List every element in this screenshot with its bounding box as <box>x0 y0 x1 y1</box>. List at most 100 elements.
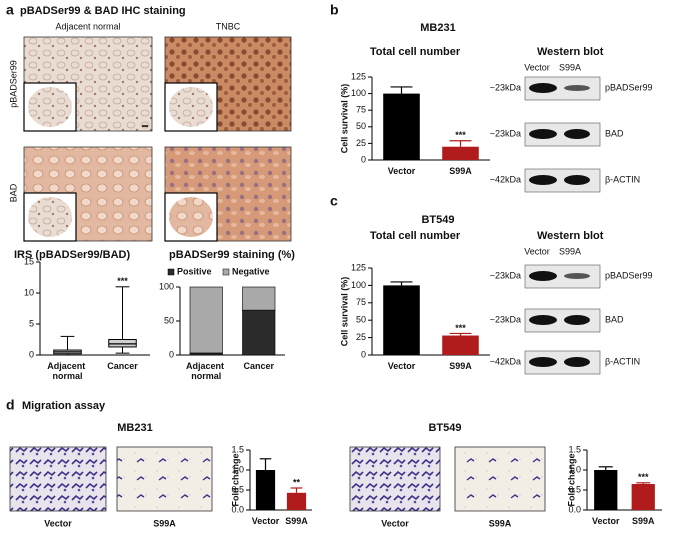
tissue-core <box>28 197 72 237</box>
x-tick-label: Cancer <box>243 361 274 371</box>
bar <box>594 470 618 510</box>
bar-segment <box>242 286 276 311</box>
significance: ** <box>293 477 301 487</box>
y-tick-label: 125 <box>351 71 366 81</box>
y-axis-label: Fold change <box>566 453 576 506</box>
panel-title: Migration assay <box>22 400 106 412</box>
protein-label: BAD <box>605 314 624 324</box>
size-label: ~23kDa <box>490 128 521 138</box>
band <box>564 85 590 91</box>
legend-label: Positive <box>177 266 212 276</box>
x-tick-label: Vector <box>252 516 280 526</box>
blot-strip <box>524 264 601 289</box>
band <box>564 357 590 367</box>
cell-line: BT549 <box>428 422 461 434</box>
size-label: ~42kDa <box>490 356 521 366</box>
y-tick-label: 0 <box>361 349 366 359</box>
blot-strip <box>524 76 601 101</box>
band <box>564 315 590 325</box>
tissue-core <box>169 87 213 127</box>
chart-title: Total cell number <box>370 46 461 58</box>
band <box>529 129 557 139</box>
size-label: ~23kDa <box>490 314 521 324</box>
size-label: ~23kDa <box>490 270 521 280</box>
micrograph <box>116 446 213 512</box>
y-tick-label: 10 <box>24 287 34 297</box>
y-tick-label: 1.0 <box>568 464 581 474</box>
x-tick-label: Vector <box>388 166 416 176</box>
bar <box>631 484 655 510</box>
y-tick-label: 0.0 <box>568 504 581 514</box>
band <box>529 315 557 325</box>
band <box>529 83 557 93</box>
x-tick-label: Vector <box>388 361 416 371</box>
protein-label: β-ACTIN <box>605 356 640 366</box>
band <box>529 271 557 281</box>
cell-line: MB231 <box>117 422 152 434</box>
box <box>108 339 137 348</box>
chart-title: IRS (pBADSer99/BAD) <box>14 249 130 261</box>
panel-label: b <box>330 2 339 18</box>
micrograph <box>349 446 441 512</box>
row-label: BAD <box>8 183 18 202</box>
x-tick-label: S99A <box>632 516 655 526</box>
significance: *** <box>455 323 466 333</box>
band <box>529 357 557 367</box>
significance: *** <box>638 472 649 482</box>
bar <box>286 492 307 510</box>
column-label: TNBC <box>216 21 241 31</box>
significance: *** <box>117 276 128 286</box>
bar-segment <box>189 286 223 354</box>
size-label: ~23kDa <box>490 82 521 92</box>
bar <box>383 285 420 355</box>
lane-label: Vector <box>524 246 550 256</box>
bar-segment <box>242 309 276 356</box>
image-label: S99A <box>489 518 512 528</box>
protein-label: BAD <box>605 128 624 138</box>
size-label: ~42kDa <box>490 174 521 184</box>
x-tick-label: S99A <box>285 516 308 526</box>
y-tick-label: 50 <box>356 315 366 325</box>
panel-title: pBADSer99 & BAD IHC staining <box>20 5 186 17</box>
y-axis-label: Cell survival (%) <box>339 84 349 154</box>
protein-label: pBADSer99 <box>605 270 653 280</box>
y-tick-label: 0.5 <box>231 484 244 494</box>
y-tick-label: 1.0 <box>231 464 244 474</box>
bar <box>442 146 479 160</box>
chart-title: pBADSer99 staining (%) <box>169 249 295 261</box>
blot-strip <box>524 350 601 375</box>
y-tick-label: 75 <box>356 105 366 115</box>
tissue-core <box>28 87 72 127</box>
y-tick-label: 50 <box>164 315 174 325</box>
lane-label: S99A <box>559 62 581 72</box>
x-tick-label: Vector <box>592 516 620 526</box>
y-tick-label: 0.0 <box>231 504 244 514</box>
blot-title: Western blot <box>537 230 604 242</box>
x-tick-label: S99A <box>449 166 472 176</box>
column-label: Adjacent normal <box>55 21 120 31</box>
blot-strip <box>524 168 601 193</box>
x-tick-label: Adjacent normal <box>186 361 227 381</box>
lane-label: Vector <box>524 62 550 72</box>
image-label: S99A <box>153 518 176 528</box>
band <box>564 175 590 185</box>
y-tick-label: 0 <box>361 154 366 164</box>
x-tick-label: S99A <box>449 361 472 371</box>
cell-line: BT549 <box>421 214 454 226</box>
y-tick-label: 5 <box>29 318 34 328</box>
bar <box>383 93 420 160</box>
y-tick-label: 25 <box>356 138 366 148</box>
panel-label: c <box>330 193 338 209</box>
y-tick-label: 100 <box>351 280 366 290</box>
image-label: Vector <box>381 518 409 528</box>
y-tick-label: 125 <box>351 262 366 272</box>
legend-swatch <box>167 268 175 276</box>
y-tick-label: 75 <box>356 297 366 307</box>
y-tick-label: 0 <box>169 349 174 359</box>
panel-label: a <box>6 2 14 18</box>
x-tick-label: Cancer <box>107 361 138 371</box>
micrograph <box>9 446 107 512</box>
y-tick-label: 1.5 <box>231 444 244 454</box>
blot-title: Western blot <box>537 46 604 58</box>
band <box>564 273 590 279</box>
